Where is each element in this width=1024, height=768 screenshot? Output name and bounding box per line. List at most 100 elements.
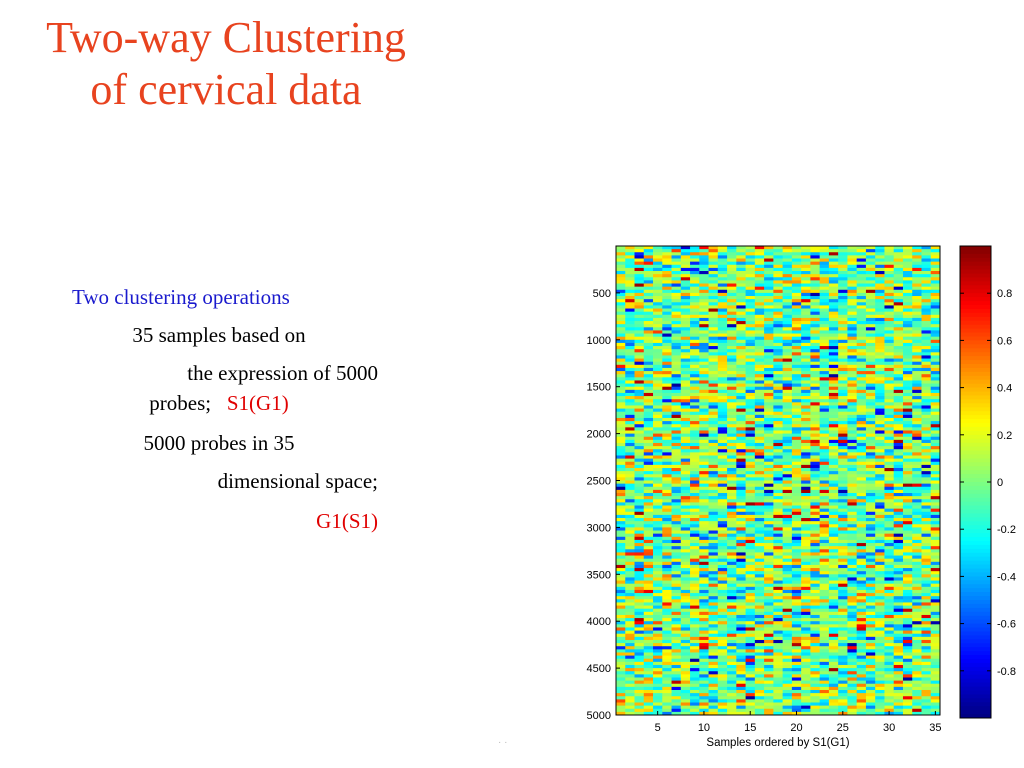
heatmap-cell	[921, 346, 932, 350]
heatmap-cell	[865, 264, 876, 269]
heatmap-cell	[625, 649, 635, 653]
heatmap-cell	[810, 455, 821, 460]
heatmap-cell	[717, 549, 728, 553]
heatmap-cell	[893, 630, 904, 635]
heatmap-cell	[736, 252, 746, 256]
heatmap-cell	[912, 361, 922, 366]
heatmap-cell	[801, 258, 811, 263]
heatmap-cell	[893, 586, 904, 591]
heatmap-cell	[828, 349, 839, 353]
heatmap-cell	[680, 630, 691, 635]
heatmap-cell	[643, 336, 654, 341]
heatmap-cell	[801, 608, 811, 613]
heatmap-cell	[856, 711, 867, 716]
heatmap-cell	[791, 699, 802, 703]
heatmap-cell	[912, 643, 922, 647]
heatmap-cell	[791, 621, 802, 625]
heatmap-cell	[884, 614, 895, 619]
heatmap-cell	[782, 439, 793, 444]
heatmap-cell	[847, 486, 858, 491]
heatmap-cell	[680, 505, 691, 510]
heatmap-cell	[727, 661, 737, 666]
heatmap-cell	[828, 602, 839, 606]
heatmap-cell	[727, 352, 737, 356]
heatmap-cell	[865, 621, 876, 625]
heatmap-cell	[838, 555, 848, 560]
heatmap-cell	[893, 602, 904, 606]
heatmap-cell	[764, 486, 774, 491]
heatmap-cell	[699, 536, 709, 541]
heatmap-cell	[902, 467, 913, 472]
heatmap-cell	[828, 352, 839, 356]
heatmap-cell	[671, 421, 682, 425]
heatmap-cell	[801, 355, 811, 359]
heatmap-cell	[884, 371, 895, 375]
heatmap-cell	[690, 352, 700, 356]
heatmap-cell	[791, 518, 802, 522]
heatmap-cell	[764, 467, 774, 472]
heatmap-cell	[801, 711, 811, 716]
heatmap-cell	[754, 261, 765, 266]
heatmap-cell	[782, 286, 793, 291]
heatmap-cell	[662, 480, 672, 485]
heatmap-cell	[745, 386, 756, 391]
heatmap-cell	[791, 496, 802, 500]
heatmap-cell	[875, 367, 885, 372]
heatmap-cell	[856, 539, 867, 544]
heatmap-cell	[745, 693, 756, 697]
heatmap-cell	[708, 608, 719, 613]
heatmap-cell	[727, 377, 737, 381]
heatmap-cell	[690, 677, 700, 682]
heatmap-cell	[838, 511, 848, 516]
heatmap-cell	[801, 374, 811, 378]
heatmap-cell	[847, 546, 858, 550]
heatmap-cell	[828, 471, 839, 475]
heatmap-cell	[838, 311, 848, 316]
heatmap-cell	[865, 614, 876, 619]
heatmap-cell	[773, 521, 784, 525]
heatmap-cell	[653, 296, 663, 300]
heatmap-cell	[643, 477, 654, 481]
heatmap-cell	[764, 596, 774, 600]
heatmap-cell	[690, 524, 700, 528]
heatmap-cell	[856, 580, 867, 585]
heatmap-cell	[699, 339, 709, 344]
heatmap-cell	[847, 414, 858, 419]
heatmap-cell	[856, 664, 867, 669]
heatmap-cell	[838, 493, 848, 497]
heatmap-cell	[671, 630, 682, 635]
heatmap-cell	[912, 552, 922, 556]
heatmap-cell	[745, 471, 756, 475]
heatmap-cell	[791, 252, 802, 256]
heatmap-cell	[810, 267, 821, 272]
heatmap-cell	[856, 502, 867, 506]
heatmap-cell	[625, 321, 635, 325]
heatmap-cell	[634, 355, 645, 359]
heatmap-cell	[912, 611, 922, 616]
heatmap-cell	[634, 380, 645, 384]
heatmap-cell	[810, 558, 821, 563]
heatmap-cell	[634, 346, 645, 350]
heatmap-cell	[791, 424, 802, 428]
heatmap-cell	[773, 646, 784, 650]
heatmap-cell	[643, 636, 654, 641]
heatmap-cell	[856, 521, 867, 525]
heatmap-cell	[699, 518, 709, 522]
heatmap-cell	[708, 583, 719, 588]
heatmap-cell	[662, 449, 672, 453]
heatmap-cell	[754, 643, 765, 647]
heatmap-cell	[708, 283, 719, 288]
heatmap-cell	[708, 639, 719, 644]
heatmap-cell	[754, 311, 765, 316]
heatmap-cell	[856, 405, 867, 409]
heatmap-cell	[884, 477, 895, 481]
heatmap-cell	[625, 433, 635, 438]
heatmap-cell	[847, 402, 858, 406]
heatmap-cell	[764, 346, 774, 350]
heatmap-cell	[699, 280, 709, 284]
heatmap-cell	[754, 399, 765, 403]
heatmap-cell	[736, 627, 746, 631]
heatmap-cell	[745, 411, 756, 416]
heatmap-cell	[745, 521, 756, 525]
heatmap-cell	[921, 317, 932, 322]
